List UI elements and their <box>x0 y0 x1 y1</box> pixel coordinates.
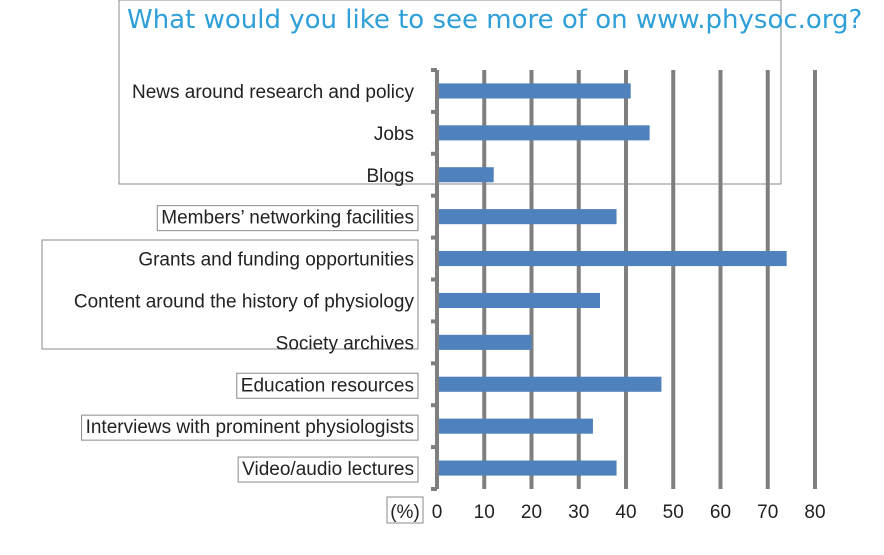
category-label-frame <box>237 456 419 483</box>
category-label-layer: News around research and policy Jobs Blogs… <box>74 82 419 483</box>
category-label: Interviews with prominent physiologists <box>86 417 414 438</box>
x-tick-label: 40 <box>615 502 636 523</box>
group-frame <box>41 239 419 350</box>
bar-2 <box>439 125 650 141</box>
category-label-frame <box>156 205 419 232</box>
category-label: Jobs <box>374 124 414 145</box>
bar-10 <box>439 460 617 476</box>
category-label: Video/audio lectures <box>242 459 414 480</box>
category-label: Blogs <box>366 166 414 187</box>
x-tick-label: 0 <box>432 502 443 523</box>
category-label: Members’ networking facilities <box>161 208 414 229</box>
category-label-frame <box>236 372 419 399</box>
x-tick-label: 80 <box>804 502 825 523</box>
bar-layer <box>439 83 787 476</box>
category-label: News around research and policy <box>132 82 414 103</box>
bar-3 <box>439 167 494 183</box>
bar-1 <box>439 83 631 99</box>
x-tick-label: 30 <box>568 502 589 523</box>
x-tick-label: 60 <box>710 502 731 523</box>
category-label: Content around the history of physiology <box>74 291 415 312</box>
x-tick-label: 70 <box>757 502 778 523</box>
bar-7 <box>439 334 532 350</box>
bar-9 <box>439 418 593 434</box>
category-label: Society archives <box>276 333 414 354</box>
x-tick-label: 20 <box>521 502 542 523</box>
bar-5 <box>439 251 787 267</box>
chart-title: What would you like to see more of on ww… <box>127 5 862 35</box>
bar-4 <box>439 209 617 225</box>
x-tick-label: 50 <box>663 502 684 523</box>
title-frame <box>118 0 782 185</box>
unit-label-frame <box>386 496 424 524</box>
category-label-frame <box>81 414 419 441</box>
bar-6 <box>439 292 601 308</box>
x-tick-label: 10 <box>474 502 495 523</box>
bar-8 <box>439 376 662 392</box>
category-label: Grants and funding opportunities <box>138 250 414 271</box>
category-label: Education resources <box>241 375 414 396</box>
unit-label: (%) <box>390 502 420 523</box>
tick-label-layer: 0 10 20 30 40 50 60 70 80 <box>432 502 826 523</box>
